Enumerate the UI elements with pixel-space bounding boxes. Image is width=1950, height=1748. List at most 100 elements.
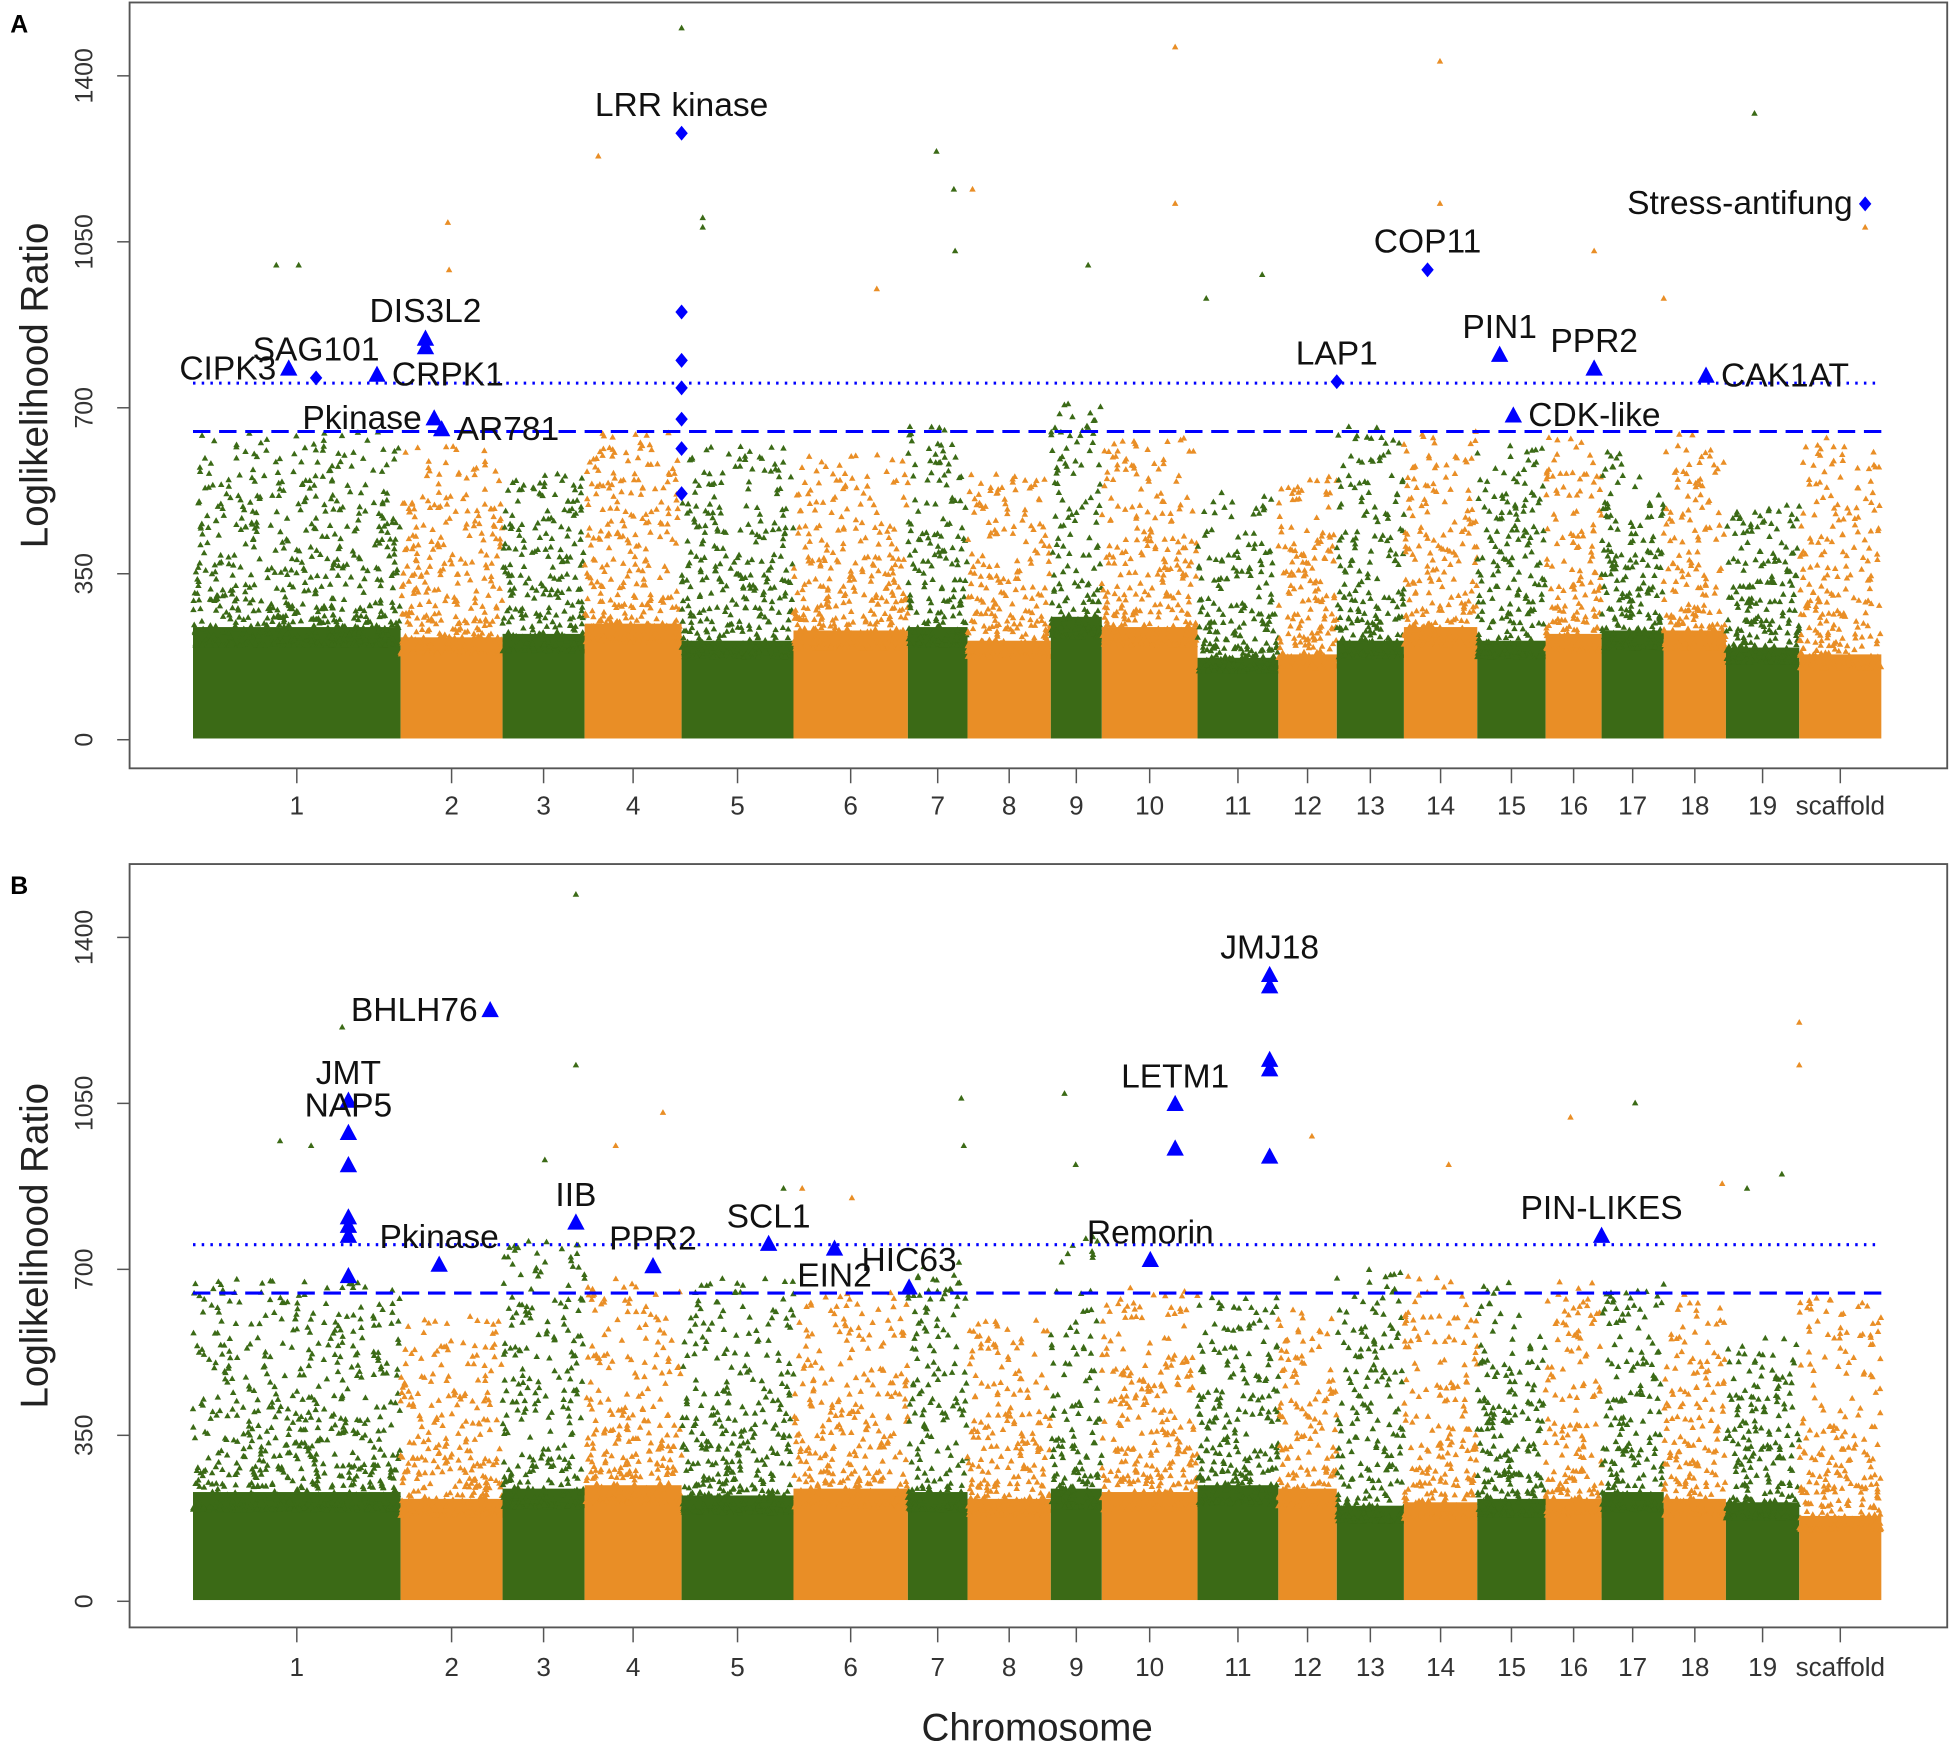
snp-point bbox=[378, 468, 386, 474]
snp-point bbox=[1124, 630, 1132, 637]
snp-point bbox=[1027, 560, 1035, 566]
snp-point bbox=[683, 576, 691, 583]
snp-point bbox=[501, 523, 508, 530]
snp-point bbox=[1543, 555, 1551, 562]
snp-point bbox=[892, 561, 899, 568]
snp-point bbox=[1539, 482, 1547, 489]
snp-point bbox=[1176, 505, 1183, 512]
snp-point bbox=[1123, 638, 1131, 644]
snp-point bbox=[1032, 645, 1039, 651]
snp-point bbox=[1392, 498, 1399, 504]
snp-point bbox=[569, 646, 577, 652]
snp-point bbox=[283, 514, 291, 521]
snp-point bbox=[835, 558, 842, 565]
snp-point bbox=[352, 622, 359, 629]
snp-point bbox=[1210, 576, 1218, 583]
snp-point bbox=[1160, 626, 1168, 633]
snp-point bbox=[1034, 549, 1041, 556]
snp-point bbox=[442, 459, 450, 466]
snp-point bbox=[1211, 509, 1218, 516]
snp-point bbox=[482, 616, 489, 622]
snp-point bbox=[1071, 517, 1079, 524]
snp-point bbox=[827, 622, 834, 629]
snp-point bbox=[732, 463, 739, 469]
snp-point bbox=[1216, 667, 1224, 674]
snp-point bbox=[1560, 557, 1568, 564]
snp-point bbox=[1499, 495, 1507, 501]
snp-point bbox=[1356, 479, 1363, 486]
snp-point bbox=[866, 644, 873, 651]
snp-point bbox=[813, 467, 820, 474]
snp-point bbox=[806, 500, 814, 507]
snp-point bbox=[518, 611, 525, 617]
snp-point bbox=[1223, 636, 1231, 643]
snp-point bbox=[1349, 641, 1356, 648]
snp-point bbox=[878, 632, 886, 638]
snp-point bbox=[1639, 642, 1647, 649]
snp-point bbox=[1012, 575, 1020, 581]
snp-point bbox=[264, 574, 271, 581]
snp-point bbox=[405, 578, 413, 584]
snp-point bbox=[711, 644, 719, 651]
snp-point bbox=[1637, 600, 1645, 607]
snp-point bbox=[207, 585, 214, 592]
snp-point bbox=[1473, 543, 1480, 550]
snp-point bbox=[1574, 639, 1582, 646]
snp-point bbox=[593, 455, 600, 461]
snp-point bbox=[1431, 439, 1438, 446]
snp-point bbox=[1257, 568, 1265, 575]
snp-point bbox=[1483, 643, 1490, 650]
snp-point bbox=[884, 527, 891, 534]
snp-point bbox=[1519, 625, 1527, 632]
snp-point bbox=[1345, 652, 1352, 659]
snp-point bbox=[1372, 612, 1379, 618]
snp-point bbox=[1558, 616, 1565, 623]
snp-point bbox=[1425, 589, 1433, 596]
snp-point bbox=[1057, 622, 1064, 628]
snp-point bbox=[196, 464, 204, 470]
snp-point bbox=[632, 531, 639, 538]
snp-point bbox=[604, 637, 611, 644]
snp-point bbox=[1526, 653, 1533, 659]
snp-point bbox=[941, 471, 948, 478]
snp-point bbox=[1603, 512, 1610, 519]
snp-point bbox=[1543, 561, 1551, 568]
snp-point bbox=[968, 593, 975, 599]
snp-point bbox=[1404, 530, 1411, 537]
snp-point bbox=[463, 474, 470, 481]
snp-point bbox=[1553, 540, 1561, 547]
snp-point bbox=[888, 619, 896, 626]
snp-point bbox=[548, 535, 556, 542]
snp-point bbox=[1235, 554, 1242, 561]
snp-point bbox=[202, 636, 210, 642]
snp-point bbox=[419, 493, 426, 500]
snp-point bbox=[302, 477, 309, 483]
snp-point bbox=[873, 618, 881, 625]
snp-point bbox=[215, 637, 222, 643]
snp-point bbox=[1292, 661, 1299, 667]
snp-point bbox=[264, 566, 271, 573]
snp-point bbox=[622, 614, 630, 621]
snp-point bbox=[1503, 649, 1511, 656]
snp-point bbox=[883, 468, 890, 475]
snp-point bbox=[488, 560, 495, 566]
snp-point bbox=[1437, 640, 1445, 647]
snp-point bbox=[192, 638, 200, 645]
snp-point bbox=[1351, 540, 1359, 547]
snp-point bbox=[680, 627, 688, 634]
snp-point bbox=[1109, 476, 1117, 482]
snp-point bbox=[500, 563, 507, 570]
snp-point bbox=[276, 485, 284, 492]
snp-point bbox=[1218, 489, 1225, 496]
snp-point bbox=[642, 511, 650, 517]
snp-point bbox=[357, 489, 365, 496]
snp-point bbox=[561, 646, 569, 653]
snp-point bbox=[1318, 643, 1326, 649]
snp-point bbox=[1577, 573, 1585, 580]
snp-point bbox=[1503, 613, 1510, 620]
snp-point bbox=[1072, 457, 1079, 464]
snp-point bbox=[1196, 596, 1204, 603]
snp-point bbox=[1048, 599, 1056, 606]
snp-point bbox=[1196, 623, 1203, 630]
snp-point bbox=[1587, 548, 1595, 555]
